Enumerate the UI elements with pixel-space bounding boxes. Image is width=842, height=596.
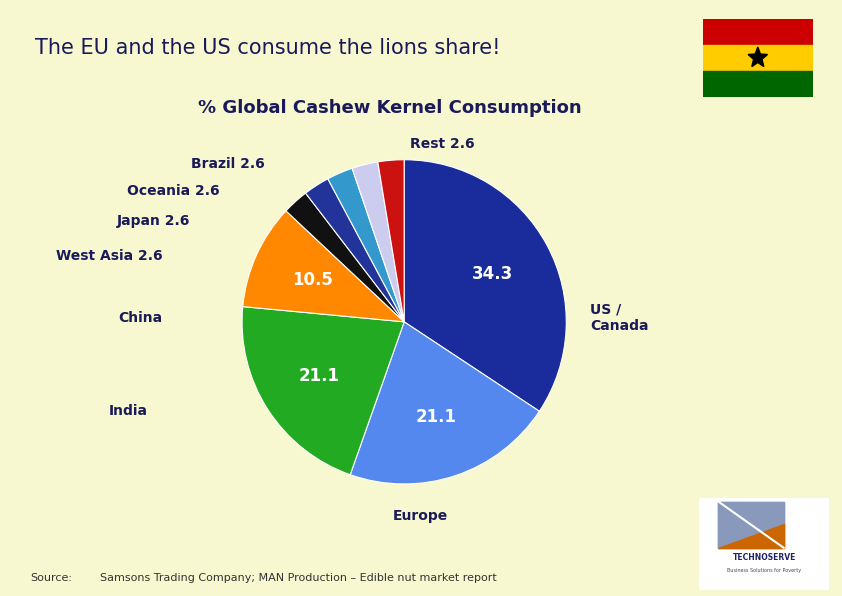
Bar bbox=[703, 19, 813, 45]
Text: TECHNOSERVE: TECHNOSERVE bbox=[733, 552, 796, 561]
Text: Japan 2.6: Japan 2.6 bbox=[117, 214, 190, 228]
Text: West Asia 2.6: West Asia 2.6 bbox=[56, 249, 163, 263]
Text: Oceania 2.6: Oceania 2.6 bbox=[127, 184, 220, 198]
Text: 6: 6 bbox=[710, 570, 721, 585]
Text: China: China bbox=[118, 311, 162, 325]
Text: The EU and the US consume the lions share!: The EU and the US consume the lions shar… bbox=[35, 38, 500, 58]
Text: Source:: Source: bbox=[30, 573, 72, 583]
Wedge shape bbox=[306, 179, 404, 322]
Bar bbox=[718, 502, 784, 548]
Text: India: India bbox=[109, 404, 148, 418]
Polygon shape bbox=[718, 502, 784, 548]
Text: % Global Cashew Kernel Consumption: % Global Cashew Kernel Consumption bbox=[198, 99, 582, 117]
Bar bbox=[703, 71, 813, 97]
Text: 10.5: 10.5 bbox=[292, 272, 333, 290]
Bar bbox=[703, 45, 813, 71]
Text: Rest 2.6: Rest 2.6 bbox=[410, 137, 475, 151]
Wedge shape bbox=[328, 168, 404, 322]
Wedge shape bbox=[352, 162, 404, 322]
Text: Brazil 2.6: Brazil 2.6 bbox=[191, 157, 265, 171]
Wedge shape bbox=[404, 160, 567, 411]
Wedge shape bbox=[378, 160, 404, 322]
Text: US /
Canada: US / Canada bbox=[590, 303, 648, 333]
Wedge shape bbox=[242, 306, 404, 474]
Wedge shape bbox=[242, 211, 404, 322]
Wedge shape bbox=[350, 322, 540, 484]
Text: 34.3: 34.3 bbox=[472, 265, 514, 283]
Wedge shape bbox=[286, 193, 404, 322]
Polygon shape bbox=[718, 524, 784, 548]
Text: 21.1: 21.1 bbox=[416, 408, 456, 426]
Text: 21.1: 21.1 bbox=[299, 367, 340, 385]
Polygon shape bbox=[748, 47, 768, 67]
Text: Samsons Trading Company; MAN Production – Edible nut market report: Samsons Trading Company; MAN Production … bbox=[100, 573, 497, 583]
Text: Europe: Europe bbox=[392, 509, 448, 523]
Text: Business Solutions for Poverty: Business Solutions for Poverty bbox=[727, 568, 802, 573]
